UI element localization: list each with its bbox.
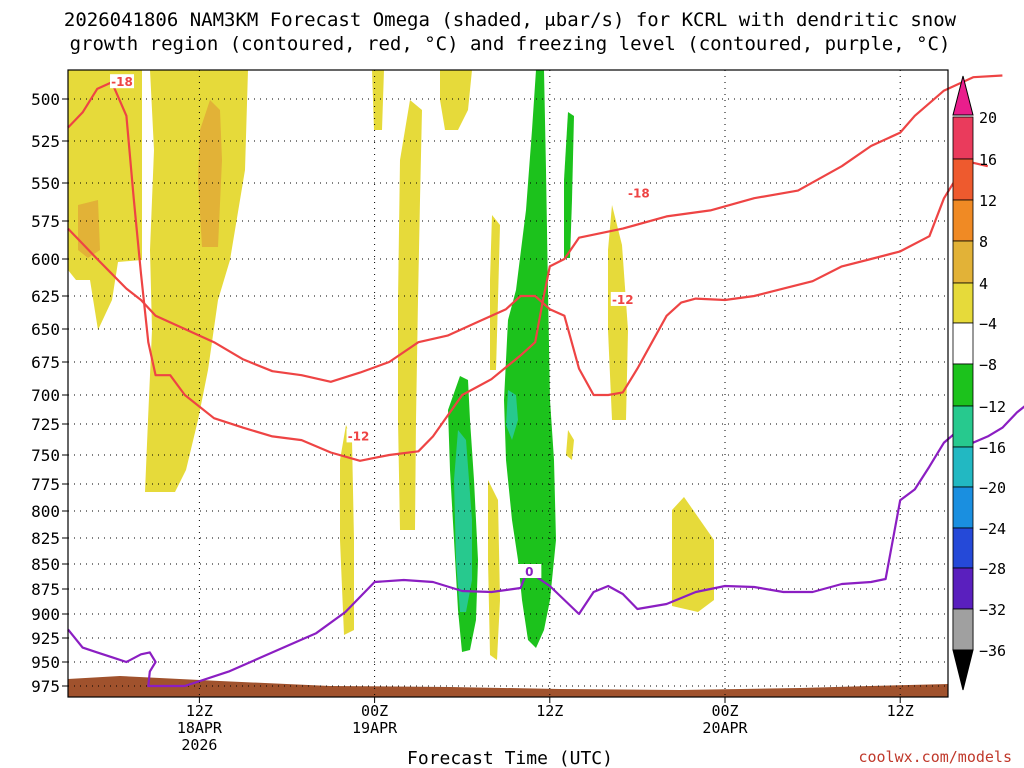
x-tick-label: 2026 [181, 736, 217, 754]
y-tick-label: 625 [31, 287, 60, 306]
y-tick-label: 850 [31, 555, 60, 574]
colorbar-swatch [952, 116, 974, 160]
colorbar-label: −16 [979, 439, 1006, 457]
omega-pos-region-i [566, 430, 574, 460]
omega-pos-orange-core [198, 100, 222, 247]
y-tick-label: 950 [31, 653, 60, 672]
omega-pos-region-g [608, 205, 628, 420]
y-tick-label: 675 [31, 353, 60, 372]
y-tick-label: 800 [31, 502, 60, 521]
omega-pos-region-b [398, 100, 422, 530]
y-tick-label: 600 [31, 250, 60, 269]
omega-pos-region-left [68, 70, 142, 330]
contour-line [67, 74, 1003, 462]
contour-label-bg [110, 74, 135, 89]
x-tick-label: 00Z [361, 702, 388, 720]
title-line-2: growth region (contoured, red, °C) and f… [70, 33, 951, 55]
colorbar-label: −36 [979, 642, 1006, 660]
colorbar-swatch [952, 158, 974, 201]
omega-pos-region-tall [145, 70, 248, 492]
omega-neg-teal-core-2 [506, 390, 518, 440]
contour-label: -12 [612, 293, 634, 307]
x-tick-label: 12Z [536, 702, 563, 720]
y-tick-label: 775 [31, 475, 60, 494]
contour-label-bg [626, 185, 651, 200]
colorbar-label: 12 [979, 192, 997, 210]
colorbar-bottom-arrow [952, 649, 974, 691]
x-axis-title: Forecast Time (UTC) [407, 748, 613, 768]
credit-text: coolwx.com/models [858, 748, 1012, 766]
colorbar-swatch [952, 322, 974, 365]
colorbar-swatch [952, 363, 974, 407]
x-tick-label: 00Z [711, 702, 738, 720]
omega-pos-region-f [488, 480, 500, 660]
colorbar-label: 16 [979, 151, 997, 169]
colorbar-swatch [952, 567, 974, 610]
plot-frame [67, 69, 949, 698]
colorbar-swatch [952, 199, 974, 242]
colorbar-label: −32 [979, 601, 1006, 619]
colorbar-label: 4 [979, 275, 988, 293]
y-tick-label: 550 [31, 174, 60, 193]
y-tick-label: 900 [31, 605, 60, 624]
omega-pos-region-h [672, 497, 714, 612]
y-tick-label: 650 [31, 320, 60, 339]
contour-line [67, 161, 989, 397]
omega-neg-teal-core [454, 430, 472, 612]
omega-pos-region-a [372, 70, 384, 130]
x-tick-label: 12Z [887, 702, 914, 720]
contour-label: 0 [525, 565, 533, 579]
contour-line [67, 405, 1024, 688]
colorbar-swatch [952, 240, 974, 284]
colorbar-label: −24 [979, 520, 1006, 538]
y-tick-label: 500 [31, 90, 60, 109]
colorbar-swatch [952, 446, 974, 488]
x-tick-label: 20APR [702, 719, 748, 737]
colorbar-label: −4 [979, 315, 997, 333]
y-tick-label: 875 [31, 580, 60, 599]
colorbar-label: −20 [979, 479, 1006, 497]
x-tick-label: 18APR [177, 719, 223, 737]
colorbar-swatch [952, 282, 974, 324]
y-tick-label: 925 [31, 629, 60, 648]
contour-label: -18 [628, 187, 650, 201]
contour-label-bg [610, 291, 635, 306]
contours: -18 -18 -12 -12 0 [67, 74, 1024, 688]
colorbar-label: −28 [979, 560, 1006, 578]
omega-pos-region-c [440, 70, 472, 130]
colorbar-label: −12 [979, 398, 1006, 416]
omega-neg-region-main [504, 70, 556, 648]
omega-shading [68, 70, 948, 697]
y-tick-label: 750 [31, 446, 60, 465]
colorbar-swatch [952, 608, 974, 651]
title-line-1: 2026041806 NAM3KM Forecast Omega (shaded… [64, 9, 957, 31]
y-tick-label: 975 [31, 677, 60, 696]
colorbar: 20 16 12 8 4 −4 −8 −12 −16 −20 −24 −28 −32 −36 [952, 75, 1006, 691]
colorbar-label: 8 [979, 233, 988, 251]
x-tick-label: 19APR [352, 719, 398, 737]
colorbar-label: −8 [979, 356, 997, 374]
grid [68, 70, 948, 697]
colorbar-label: 20 [979, 109, 997, 127]
y-tick-label: 700 [31, 386, 60, 405]
contour-label-bg [346, 428, 371, 443]
colorbar-swatch [952, 405, 974, 448]
colorbar-swatch [952, 486, 974, 529]
x-tick-label: 12Z [186, 702, 213, 720]
omega-pos-region-e [490, 215, 500, 370]
y-tick-label: 725 [31, 415, 60, 434]
y-axis: 500 525 550 575 600 625 650 675 700 725 750 775 800 8… [31, 90, 68, 696]
colorbar-top-arrow [952, 75, 974, 116]
y-tick-label: 525 [31, 132, 60, 151]
y-tick-label: 825 [31, 529, 60, 548]
contour-label: -12 [348, 429, 370, 443]
y-tick-label: 575 [31, 212, 60, 231]
terrain-strip [68, 676, 948, 697]
contour-label-bg [517, 564, 542, 578]
colorbar-swatch [952, 527, 974, 569]
contour-label: -18 [111, 75, 133, 89]
omega-pos-region-d [340, 425, 354, 635]
